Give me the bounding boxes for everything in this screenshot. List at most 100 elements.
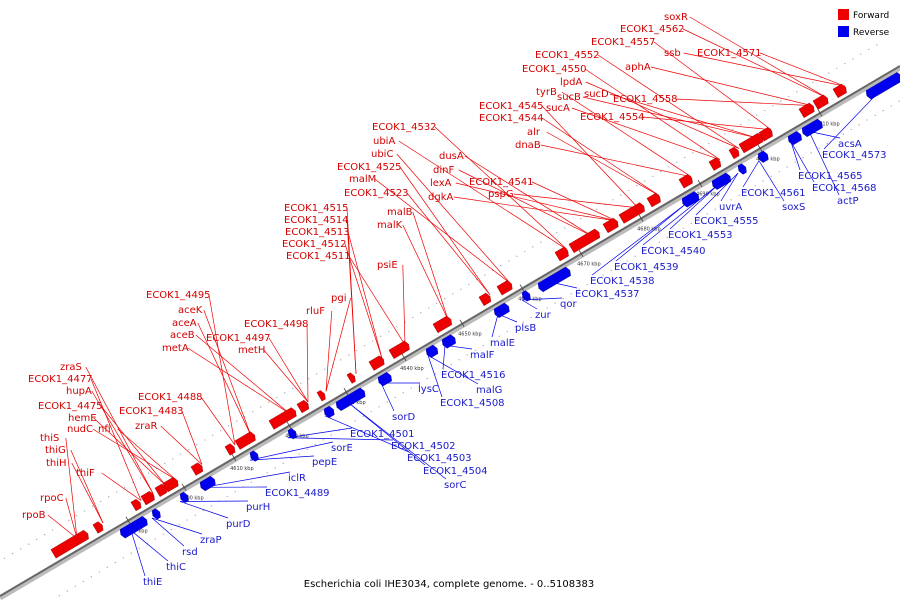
forward-gene-label: ECOK1_4544 xyxy=(479,113,544,124)
forward-gene xyxy=(162,476,179,493)
forward-label-leader xyxy=(71,462,104,524)
reverse-gene-label: ECOK1_4489 xyxy=(265,488,330,499)
forward-gene-label: sucB xyxy=(557,92,581,103)
reverse-label-leader xyxy=(287,437,394,441)
reverse-gene-label: ECOK1_4565 xyxy=(798,171,863,182)
forward-gene xyxy=(50,529,89,559)
forward-gene xyxy=(234,431,256,450)
forward-gene-label: lpdA xyxy=(560,77,582,88)
forward-label-leader xyxy=(609,93,758,139)
forward-gene xyxy=(92,521,104,534)
dotted-guides xyxy=(4,44,900,600)
reverse-gene-label: ECOK1_4508 xyxy=(440,398,505,409)
reverse-gene xyxy=(537,266,571,293)
forward-label-leader xyxy=(306,323,309,402)
reverse-gene-label: purD xyxy=(226,519,251,530)
reverse-gene-label: sorD xyxy=(392,412,415,423)
forward-gene-label: hupA xyxy=(66,386,92,397)
forward-label-leader xyxy=(571,107,721,160)
forward-gene xyxy=(496,280,513,296)
genome-axis xyxy=(0,65,900,597)
axis-tick-label: 4690 kbp xyxy=(696,192,720,198)
axis-tick-label: 4600 kbp xyxy=(180,495,204,501)
forward-gene-label: aceB xyxy=(170,330,195,341)
reverse-label-leader xyxy=(151,517,185,547)
forward-gene xyxy=(678,174,693,189)
reverse-label-leader xyxy=(380,382,395,412)
reverse-label-leader xyxy=(669,184,719,230)
forward-label-leader xyxy=(513,193,639,209)
forward-gene-label: rpoB xyxy=(22,510,46,521)
forward-gene-label: lexA xyxy=(430,178,452,189)
reverse-gene xyxy=(377,372,392,387)
forward-label-leader xyxy=(197,322,252,436)
legend: Forward Reverse xyxy=(838,9,890,38)
forward-gene xyxy=(708,157,722,171)
reverse-gene-label: ECOK1_4568 xyxy=(812,183,877,194)
reverse-gene-label: pepE xyxy=(312,457,337,468)
forward-gene-label: tyrB xyxy=(536,87,557,98)
forward-gene-label: dnaB xyxy=(515,140,541,151)
reverse-label-leader xyxy=(130,530,169,562)
legend-forward-swatch xyxy=(838,9,849,20)
forward-label-leader xyxy=(458,169,592,236)
reverse-gene-label: purH xyxy=(246,502,270,513)
reverse-label-leader xyxy=(790,141,815,183)
forward-gene-label: malK xyxy=(377,220,403,231)
forward-label-leader xyxy=(117,428,177,481)
forward-gene-label: ECOK1_4523 xyxy=(344,188,409,199)
reverse-gene-label: actP xyxy=(837,196,859,207)
reverse-gene-label: zur xyxy=(535,310,552,321)
forward-gene xyxy=(758,127,773,142)
reverse-gene xyxy=(151,508,161,520)
reverse-gene-label: soxS xyxy=(782,202,805,213)
reverse-gene-label: iclR xyxy=(288,473,306,484)
forward-gene-label: zraS xyxy=(60,362,82,373)
forward-gene-label: ECOK1_4495 xyxy=(146,290,211,301)
forward-label-leader xyxy=(585,81,740,149)
forward-label-leader xyxy=(597,54,740,149)
forward-label-leader xyxy=(682,28,827,98)
forward-gene-label: dusA xyxy=(439,151,464,162)
reverse-gene-label: ECOK1_4539 xyxy=(614,262,679,273)
forward-gene-label: aceA xyxy=(172,318,197,329)
reverse-gene-label: thiE xyxy=(143,577,162,588)
forward-label-leader xyxy=(181,410,203,465)
reverse-gene-label: ECOK1_4503 xyxy=(407,453,472,464)
axis-tick-label: 4640 kbp xyxy=(400,366,424,372)
forward-gene xyxy=(602,217,619,234)
forward-gene-label: ECOK1_4488 xyxy=(138,392,203,403)
reverse-gene xyxy=(801,118,823,137)
forward-gene-label: nudC xyxy=(67,424,93,435)
reverse-label-leader xyxy=(491,314,499,338)
reverse-label-leader xyxy=(427,355,443,398)
reverse-label-leader xyxy=(442,345,446,370)
reverse-gene xyxy=(493,302,510,318)
reverse-gene-label: ECOK1_4538 xyxy=(590,276,655,287)
forward-gene-label: ECOK1_4513 xyxy=(285,227,350,238)
forward-label-leader xyxy=(187,347,290,414)
reverse-gene-label: ECOK1_4504 xyxy=(423,466,488,477)
forward-gene xyxy=(368,355,385,371)
reverse-gene xyxy=(441,334,456,349)
genome-caption: Escherichia coli IHE3034, complete genom… xyxy=(304,579,594,590)
forward-gene-label: ECOK1_4554 xyxy=(580,112,645,123)
reverse-label-leader xyxy=(427,354,479,385)
forward-gene xyxy=(268,407,297,430)
forward-gene-label: thiH xyxy=(46,458,67,469)
forward-gene-label: malM xyxy=(349,174,376,185)
forward-gene-label: ECOK1_4558 xyxy=(613,94,678,105)
forward-gene xyxy=(618,202,645,224)
reverse-label-leader xyxy=(758,160,785,202)
forward-label-leader xyxy=(689,16,827,98)
forward-label-leader xyxy=(348,255,406,346)
forward-gene xyxy=(554,247,569,262)
reverse-gene xyxy=(865,72,900,100)
genome-axis-shadow xyxy=(0,65,900,600)
forward-gene-label: metA xyxy=(162,343,189,354)
forward-label-leader xyxy=(546,131,660,196)
reverse-gene xyxy=(521,290,531,302)
